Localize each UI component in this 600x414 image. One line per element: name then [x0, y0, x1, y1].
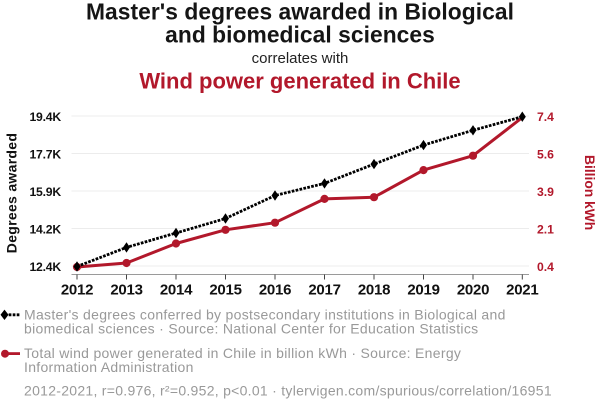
svg-text:Master's degrees awarded in Bi: Master's degrees awarded in Biological: [86, 0, 514, 25]
svg-text:Wind power generated in Chile: Wind power generated in Chile: [139, 69, 460, 94]
svg-text:2015: 2015: [209, 282, 241, 299]
svg-text:2017: 2017: [308, 282, 340, 299]
svg-text:12.4K: 12.4K: [29, 260, 61, 274]
svg-text:3.9: 3.9: [537, 185, 554, 199]
svg-text:Information Administration: Information Administration: [24, 359, 194, 375]
svg-text:correlates with: correlates with: [252, 50, 349, 67]
svg-text:2021: 2021: [506, 282, 538, 299]
svg-text:2018: 2018: [358, 282, 390, 299]
svg-text:2014: 2014: [160, 282, 193, 299]
svg-text:Master's degrees conferred by: Master's degrees conferred by postsecond…: [24, 307, 506, 323]
svg-text:2020: 2020: [457, 282, 489, 299]
svg-text:2012-2021, r=0.976, r²=0.952,: 2012-2021, r=0.976, r²=0.952, p<0.01 · t…: [24, 383, 552, 399]
svg-text:Degrees awarded: Degrees awarded: [4, 133, 20, 253]
svg-text:2.1: 2.1: [537, 222, 554, 236]
svg-text:7.4: 7.4: [537, 110, 554, 124]
svg-text:15.9K: 15.9K: [29, 185, 61, 199]
svg-text:19.4K: 19.4K: [29, 110, 61, 124]
svg-text:Total wind power generated in: Total wind power generated in Chile in b…: [24, 345, 461, 361]
svg-text:and biomedical sciences: and biomedical sciences: [165, 22, 435, 48]
svg-text:5.6: 5.6: [537, 147, 554, 161]
svg-text:2013: 2013: [110, 282, 142, 299]
svg-text:Billion kWh: Billion kWh: [582, 155, 597, 230]
svg-text:biomedical sciences · Source:: biomedical sciences · Source: National C…: [24, 321, 478, 337]
svg-text:14.2K: 14.2K: [29, 222, 61, 236]
svg-text:2019: 2019: [407, 282, 439, 299]
svg-text:2012: 2012: [61, 282, 93, 299]
svg-text:0.4: 0.4: [537, 260, 554, 274]
svg-text:2016: 2016: [259, 282, 291, 299]
svg-text:17.7K: 17.7K: [29, 147, 61, 161]
